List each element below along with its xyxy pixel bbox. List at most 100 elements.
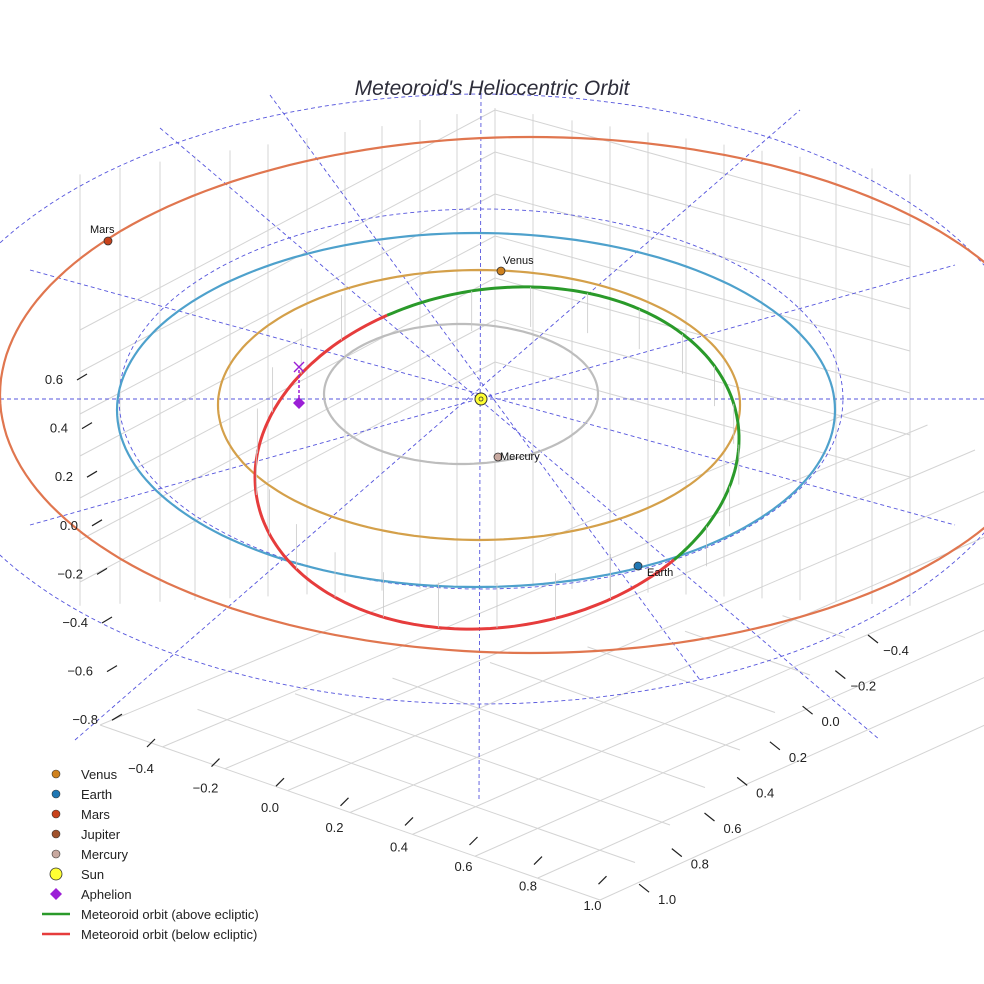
z-tick-mark bbox=[91, 519, 103, 527]
z-tick-label: −0.2 bbox=[57, 566, 83, 581]
reference-ray bbox=[478, 94, 482, 801]
y-tick-label: −0.4 bbox=[883, 643, 909, 658]
z-tick-mark bbox=[81, 422, 93, 430]
z-tick-mark bbox=[111, 713, 123, 721]
legend-circle-swatch bbox=[49, 867, 63, 881]
legend-circle-swatch bbox=[51, 829, 61, 839]
x-tick-mark bbox=[340, 797, 349, 807]
legend-circle-swatch bbox=[51, 849, 61, 859]
legend-label: Meteoroid orbit (below ecliptic) bbox=[81, 927, 257, 942]
grid-line bbox=[494, 361, 911, 478]
legend-entry: Meteoroid orbit (above ecliptic) bbox=[42, 907, 259, 922]
legend-label: Sun bbox=[81, 867, 104, 882]
grid-line bbox=[587, 646, 776, 713]
grid-line bbox=[494, 109, 911, 226]
legend-label: Venus bbox=[81, 767, 118, 782]
z-tick-label: 0.6 bbox=[45, 372, 63, 387]
z-tick-mark bbox=[96, 567, 108, 575]
orbit-venus bbox=[216, 268, 742, 542]
x-tick-mark bbox=[533, 856, 543, 866]
x-tick-label: 1.0 bbox=[583, 898, 601, 913]
legend-entry: Sun bbox=[49, 867, 104, 882]
legend-label: Mercury bbox=[81, 847, 128, 862]
planet-mars bbox=[103, 236, 113, 246]
grid-line bbox=[474, 629, 984, 857]
x-tick-mark bbox=[469, 836, 478, 846]
grid-line bbox=[392, 677, 706, 788]
planet-label-mercury: Mercury bbox=[500, 451, 540, 463]
reference-lines-layer bbox=[0, 93, 984, 801]
legend-entry: Meteoroid orbit (below ecliptic) bbox=[42, 927, 257, 942]
chart-title: Meteoroid's Heliocentric Orbit bbox=[355, 77, 631, 100]
planet-orbits-layer bbox=[0, 135, 984, 655]
reference-circle-earth bbox=[118, 208, 844, 590]
y-tick-mark bbox=[867, 634, 879, 644]
planet-label-venus: Venus bbox=[503, 255, 534, 267]
x-tick-label: −0.2 bbox=[193, 781, 219, 796]
grid-line bbox=[599, 724, 984, 901]
x-tick-label: 0.6 bbox=[454, 859, 472, 874]
reference-ray bbox=[159, 127, 881, 741]
bodies-layer: Venus Earth Mars Mercury bbox=[90, 224, 673, 579]
z-tick-mark bbox=[101, 616, 113, 624]
x-tick-mark bbox=[146, 738, 156, 748]
x-tick-label: 0.0 bbox=[261, 800, 279, 815]
legend-circle-swatch bbox=[51, 809, 61, 819]
legend-label: Aphelion bbox=[81, 887, 132, 902]
y-tick-mark bbox=[671, 848, 683, 858]
grid-line bbox=[294, 693, 671, 826]
x-tick-label: 0.4 bbox=[390, 839, 408, 854]
reference-ray bbox=[74, 109, 801, 741]
legend-label: Meteoroid orbit (above ecliptic) bbox=[81, 907, 259, 922]
legend-entry: Jupiter bbox=[51, 827, 121, 842]
reference-ray bbox=[29, 269, 956, 526]
z-tick-mark bbox=[86, 470, 98, 478]
orbit-mercury bbox=[322, 322, 600, 466]
x-tick-label: 0.2 bbox=[325, 820, 343, 835]
y-tick-label: 1.0 bbox=[658, 892, 676, 907]
grid-line bbox=[79, 319, 496, 541]
y-tick-mark bbox=[802, 705, 813, 715]
meteoroid-orbit-below bbox=[253, 313, 675, 631]
grid-line bbox=[287, 490, 984, 792]
x-tick-mark bbox=[275, 777, 285, 787]
sun-marker bbox=[474, 392, 488, 406]
aphelion-marker bbox=[293, 397, 305, 409]
legend: Venus Earth Mars Jupiter Mercury Sun Aphelion M… bbox=[42, 767, 259, 942]
y-tick-label: 0.2 bbox=[789, 750, 807, 765]
legend-diamond-swatch bbox=[50, 888, 62, 900]
legend-label: Mars bbox=[81, 807, 110, 822]
grid-line bbox=[79, 109, 496, 331]
x-tick-mark bbox=[598, 875, 607, 885]
reference-ray bbox=[29, 264, 956, 526]
grid-line bbox=[494, 151, 911, 268]
z-tick-label: −0.6 bbox=[67, 664, 93, 679]
planet-earth bbox=[633, 561, 643, 571]
y-tick-mark bbox=[769, 741, 781, 751]
z-tick-label: 0.4 bbox=[50, 421, 68, 436]
legend-label: Earth bbox=[81, 787, 112, 802]
x-tick-mark bbox=[211, 758, 220, 768]
legend-circle-swatch bbox=[51, 789, 61, 799]
z-tick-label: 0.0 bbox=[60, 518, 78, 533]
z-tick-label: −0.4 bbox=[62, 615, 88, 630]
y-tick-mark bbox=[638, 883, 650, 893]
grid-line bbox=[224, 449, 976, 770]
legend-label: Jupiter bbox=[81, 827, 121, 842]
y-tick-mark bbox=[704, 812, 715, 822]
orbit-mars bbox=[0, 135, 984, 655]
z-tick-mark bbox=[76, 373, 88, 381]
reference-ray bbox=[269, 94, 701, 681]
grid-line bbox=[537, 677, 984, 879]
planet-label-mars: Mars bbox=[90, 224, 115, 236]
y-tick-label: 0.8 bbox=[691, 857, 709, 872]
legend-entry: Aphelion bbox=[50, 887, 132, 902]
planet-label-earth: Earth bbox=[647, 567, 673, 579]
legend-entry: Earth bbox=[51, 787, 112, 802]
z-tick-label: −0.8 bbox=[72, 712, 98, 727]
legend-entry: Mars bbox=[51, 807, 110, 822]
x-tick-label: −0.4 bbox=[128, 761, 154, 776]
grid-line bbox=[412, 583, 984, 835]
meteoroid-orbit-layer bbox=[253, 285, 741, 631]
